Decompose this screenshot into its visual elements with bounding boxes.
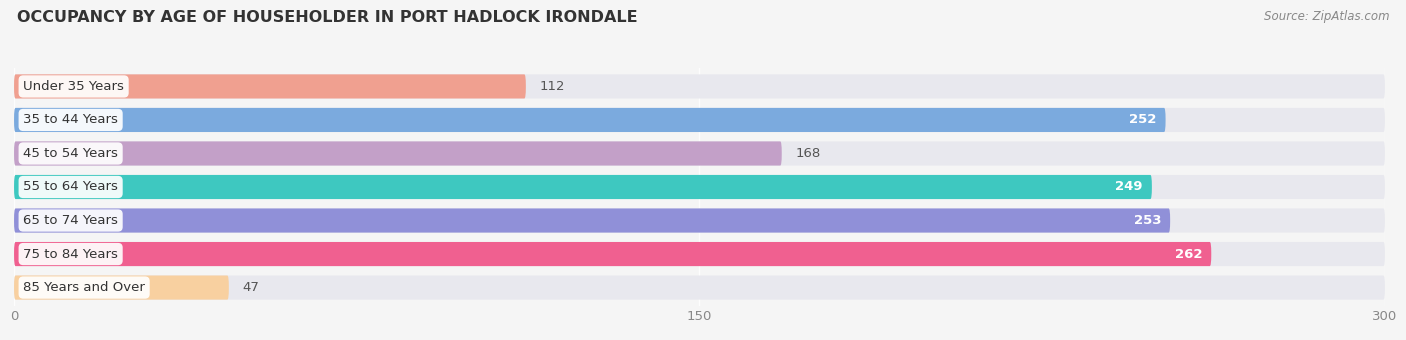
FancyBboxPatch shape (14, 74, 1385, 99)
Text: 253: 253 (1133, 214, 1161, 227)
FancyBboxPatch shape (14, 108, 1166, 132)
FancyBboxPatch shape (14, 175, 1152, 199)
FancyBboxPatch shape (14, 74, 526, 99)
Text: 47: 47 (243, 281, 260, 294)
Text: 168: 168 (796, 147, 821, 160)
Text: 252: 252 (1129, 114, 1157, 126)
Text: 55 to 64 Years: 55 to 64 Years (22, 181, 118, 193)
Text: 35 to 44 Years: 35 to 44 Years (22, 114, 118, 126)
Text: Under 35 Years: Under 35 Years (22, 80, 124, 93)
Text: Source: ZipAtlas.com: Source: ZipAtlas.com (1264, 10, 1389, 23)
Text: OCCUPANCY BY AGE OF HOUSEHOLDER IN PORT HADLOCK IRONDALE: OCCUPANCY BY AGE OF HOUSEHOLDER IN PORT … (17, 10, 637, 25)
FancyBboxPatch shape (14, 275, 1385, 300)
Text: 65 to 74 Years: 65 to 74 Years (22, 214, 118, 227)
Text: 262: 262 (1174, 248, 1202, 260)
FancyBboxPatch shape (14, 242, 1385, 266)
Text: 249: 249 (1115, 181, 1143, 193)
Text: 75 to 84 Years: 75 to 84 Years (22, 248, 118, 260)
FancyBboxPatch shape (14, 175, 1385, 199)
FancyBboxPatch shape (14, 275, 229, 300)
FancyBboxPatch shape (14, 141, 782, 166)
FancyBboxPatch shape (14, 141, 1385, 166)
FancyBboxPatch shape (14, 108, 1385, 132)
FancyBboxPatch shape (14, 242, 1212, 266)
FancyBboxPatch shape (14, 208, 1170, 233)
Text: 85 Years and Over: 85 Years and Over (22, 281, 145, 294)
FancyBboxPatch shape (14, 208, 1385, 233)
Text: 45 to 54 Years: 45 to 54 Years (22, 147, 118, 160)
Text: 112: 112 (540, 80, 565, 93)
